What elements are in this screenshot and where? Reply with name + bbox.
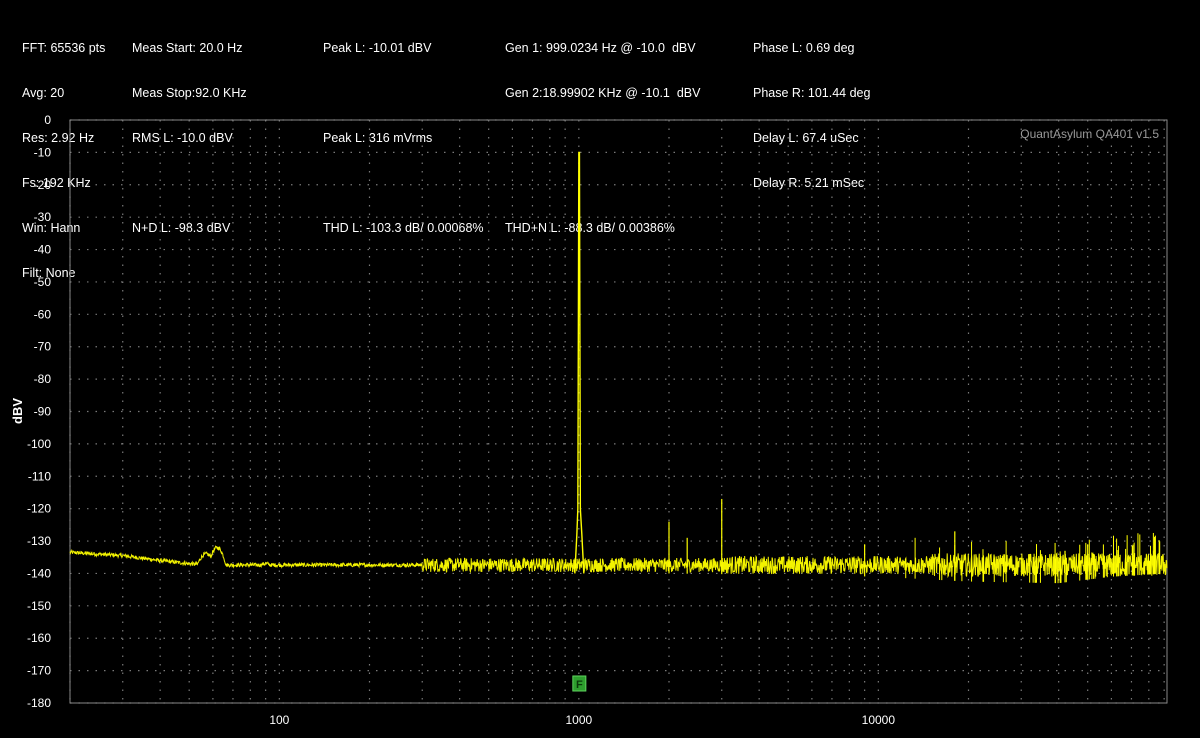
y-tick-label: -150	[27, 599, 51, 613]
peak-l-mvrms: Peak L: 316 mVrms	[323, 131, 433, 145]
info-col3: Peak L: -10.01 dBV Peak L: 316 mVrms THD…	[323, 11, 484, 251]
y-tick-label: 0	[44, 113, 51, 127]
noise-trace	[69, 545, 1168, 579]
x-tick-labels: 100 1000 10000	[269, 713, 895, 727]
sample-rate: Fs: 192 KHz	[22, 176, 91, 190]
y-tick-label: -60	[34, 307, 52, 321]
y-tick-labels: 0 -10 -20 -30 -40 -50 -60 -70 -80 -90 -100 -110 -120…	[27, 113, 51, 710]
x-tick-label: 1000	[565, 713, 592, 727]
y-tick-label: -170	[27, 664, 51, 678]
x-tick-label: 10000	[862, 713, 896, 727]
filter: Filt: None	[22, 266, 76, 280]
gen2: Gen 2:18.99902 KHz @ -10.1 dBV	[505, 86, 701, 100]
fundamental-peak	[574, 151, 585, 574]
peak-l-dbv: Peak L: -10.01 dBV	[323, 41, 432, 55]
fft-points: FFT: 65536 pts	[22, 41, 106, 55]
y-tick-label: -110	[28, 469, 51, 483]
phase-l: Phase L: 0.69 deg	[753, 41, 855, 55]
y-tick-label: -20	[34, 178, 52, 192]
phase-r: Phase R: 101.44 deg	[753, 86, 871, 100]
marker-box	[572, 675, 587, 692]
meas-stop: Meas Stop:92.0 KHz	[132, 86, 247, 100]
y-tick-label: -130	[27, 534, 51, 548]
y-tick-label: -140	[27, 566, 51, 580]
y-tick-label: -90	[34, 405, 52, 419]
y-tick-label: -50	[34, 275, 52, 289]
y-tick-label: -70	[34, 340, 52, 354]
y-tick-label: -30	[34, 210, 52, 224]
info-col1: FFT: 65536 pts Avg: 20 Res: 2.92 Hz Fs: …	[22, 11, 105, 296]
delay-l: Delay L: 67.4 uSec	[753, 131, 859, 145]
y-tick-label: -80	[34, 372, 52, 386]
window: Win: Hann	[22, 221, 81, 235]
delay-r: Delay R: 5.21 mSec	[753, 176, 865, 190]
meas-start: Meas Start: 20.0 Hz	[132, 41, 243, 55]
y-tick-label: -100	[27, 437, 51, 451]
y-axis-label: dBV	[10, 398, 25, 424]
frequency-marker[interactable]: F	[572, 675, 587, 692]
y-tick-label: -180	[27, 696, 51, 710]
chart-grid	[69, 119, 1168, 704]
gen1: Gen 1: 999.0234 Hz @ -10.0 dBV	[505, 41, 696, 55]
plot-frame	[69, 119, 1168, 704]
plot-area	[69, 151, 1168, 584]
marker-label: F	[576, 679, 583, 691]
x-tick-label: 100	[269, 713, 289, 727]
info-col5: Phase L: 0.69 deg Phase R: 101.44 deg De…	[753, 11, 870, 206]
y-tick-label: -160	[27, 631, 51, 645]
resolution: Res: 2.92 Hz	[22, 131, 95, 145]
watermark: QuantAsylum QA401 v1.5	[1020, 127, 1159, 141]
y-tick-label: -120	[27, 502, 51, 516]
y-tick-label: -40	[34, 243, 52, 257]
averages: Avg: 20	[22, 86, 65, 100]
y-tick-label: -10	[34, 145, 52, 159]
rms-l: RMS L: -10.0 dBV	[132, 131, 233, 145]
thd-l: THD L: -103.3 dB/ 0.00068%	[323, 221, 484, 235]
